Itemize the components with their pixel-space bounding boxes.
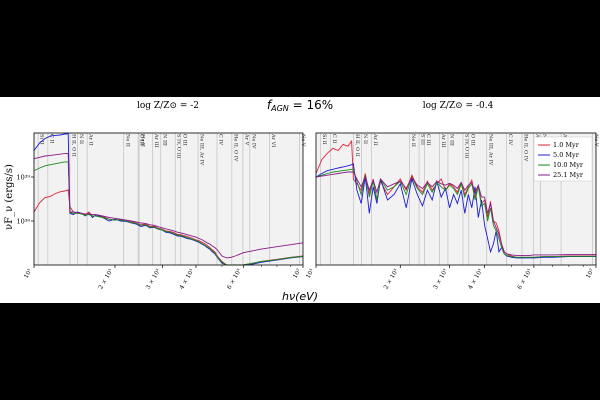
legend-entry: 10.0 Myr: [553, 161, 584, 169]
ion-edge-label: Ar III: [153, 133, 159, 148]
ion-edge-label: N III: [448, 134, 454, 146]
ion-edge-label: S IV, O III: [176, 134, 182, 159]
ion-edge-label: Ar V: [243, 133, 249, 146]
ion-edge-label: S III: [420, 134, 426, 145]
legend: 1.0 Myr 5.0 Myr 10.0 Myr 25.1 Myr: [533, 136, 593, 182]
ion-edge-label: He II, O IV: [232, 134, 238, 162]
plot-frame: [33, 132, 304, 266]
ion-edge-label: N II: [78, 134, 84, 144]
legend-entry: 25.1 Myr: [553, 171, 584, 179]
ion-edge-label: C IV: [217, 134, 223, 145]
ion-edge-label: Si II: [321, 134, 327, 145]
ion-edge-label: He II: [140, 134, 146, 147]
x-tick-label: 4 × 10¹: [178, 268, 195, 291]
y-tick-label: 10³⁹: [17, 174, 31, 182]
panel-right: Si II C II H II, O II N II Ar II Ne II S III C …: [305, 132, 599, 291]
ion-edge-label: He II, O IV: [522, 134, 528, 162]
x-tick-label: 3 × 10¹: [432, 268, 449, 291]
plot-frame: [315, 132, 597, 266]
y-tick-label: 10³⁸: [17, 218, 31, 226]
ion-edge-label: O III: [469, 134, 475, 146]
x-axis-label: hν(eV): [282, 290, 318, 303]
ion-edge-label: Ar II: [88, 133, 94, 146]
panel-left-title: log Z/Z⊙ = -2: [137, 101, 199, 111]
x-tick-label: 6 × 10¹: [226, 268, 243, 291]
ion-edge-label: C IV: [507, 134, 513, 145]
ion-edge-label: C III: [139, 134, 145, 145]
x-tick-label: 2 × 10¹: [97, 268, 114, 291]
x-tick-label: 10²: [292, 267, 303, 280]
x-tick-label: 2 × 10¹: [383, 268, 400, 291]
legend-entry: 5.0 Myr: [553, 151, 580, 159]
ion-edge-label: C III: [425, 134, 431, 145]
ion-edge-label: Ne III, Ar IV: [199, 134, 205, 166]
ion-edge-label: Ar II: [372, 133, 378, 146]
ion-edge-label: Ne IV: [250, 134, 256, 149]
ion-edge-label: C II: [48, 134, 54, 143]
series-line: [33, 153, 304, 259]
ion-edge-label: C II: [331, 134, 337, 143]
figure-canvas: fAGN = 16% log Z/Z⊙ = -2 log Z/Z⊙ = -0.4…: [4, 98, 599, 303]
x-tick-label: 10¹: [23, 268, 34, 280]
ion-edge-label: H II, O II: [70, 134, 76, 157]
series-line: [315, 163, 596, 259]
ion-edge-label: O III: [181, 134, 187, 146]
series-line: [315, 171, 596, 256]
ion-edge-label: Ar VI: [270, 133, 276, 147]
x-tick-label: 6 × 10¹: [516, 268, 533, 291]
ion-edge-label: H II, O II: [354, 134, 360, 157]
plot-area: [34, 133, 303, 265]
ion-edge-label: Ne II: [124, 134, 130, 147]
series-line: [315, 168, 596, 258]
figure-suptitle: fAGN = 16%: [267, 98, 333, 113]
ion-edge-label: Si II: [39, 134, 45, 145]
legend-box: [533, 136, 593, 182]
x-tick-label: 3 × 10¹: [145, 268, 162, 291]
x-tick-label: 4 × 10¹: [467, 268, 484, 291]
ion-edge-label: N III: [161, 134, 167, 146]
y-axis-label: νF_ν (ergs/s): [4, 164, 15, 230]
ion-edge-label: N II: [362, 134, 368, 144]
panel-left: Si II C II H II, O II N II Ar II Ne II C IIIHe…: [17, 132, 306, 291]
ion-edge-label: Ne II: [410, 134, 416, 147]
legend-entry: 1.0 Myr: [553, 141, 580, 149]
ion-edge-label: Ne III, Ar IV: [487, 134, 493, 166]
panel-right-title: log Z/Z⊙ = -0.4: [423, 101, 494, 111]
ion-edge-label: S IV, O III: [463, 134, 469, 159]
x-tick-label: 10²: [585, 267, 596, 280]
ion-edge-label: Ar III: [440, 133, 446, 148]
figure: fAGN = 16% log Z/Z⊙ = -2 log Z/Z⊙ = -0.4…: [0, 97, 600, 303]
series-line: [33, 161, 304, 266]
x-tick-label: 10¹: [305, 268, 316, 280]
